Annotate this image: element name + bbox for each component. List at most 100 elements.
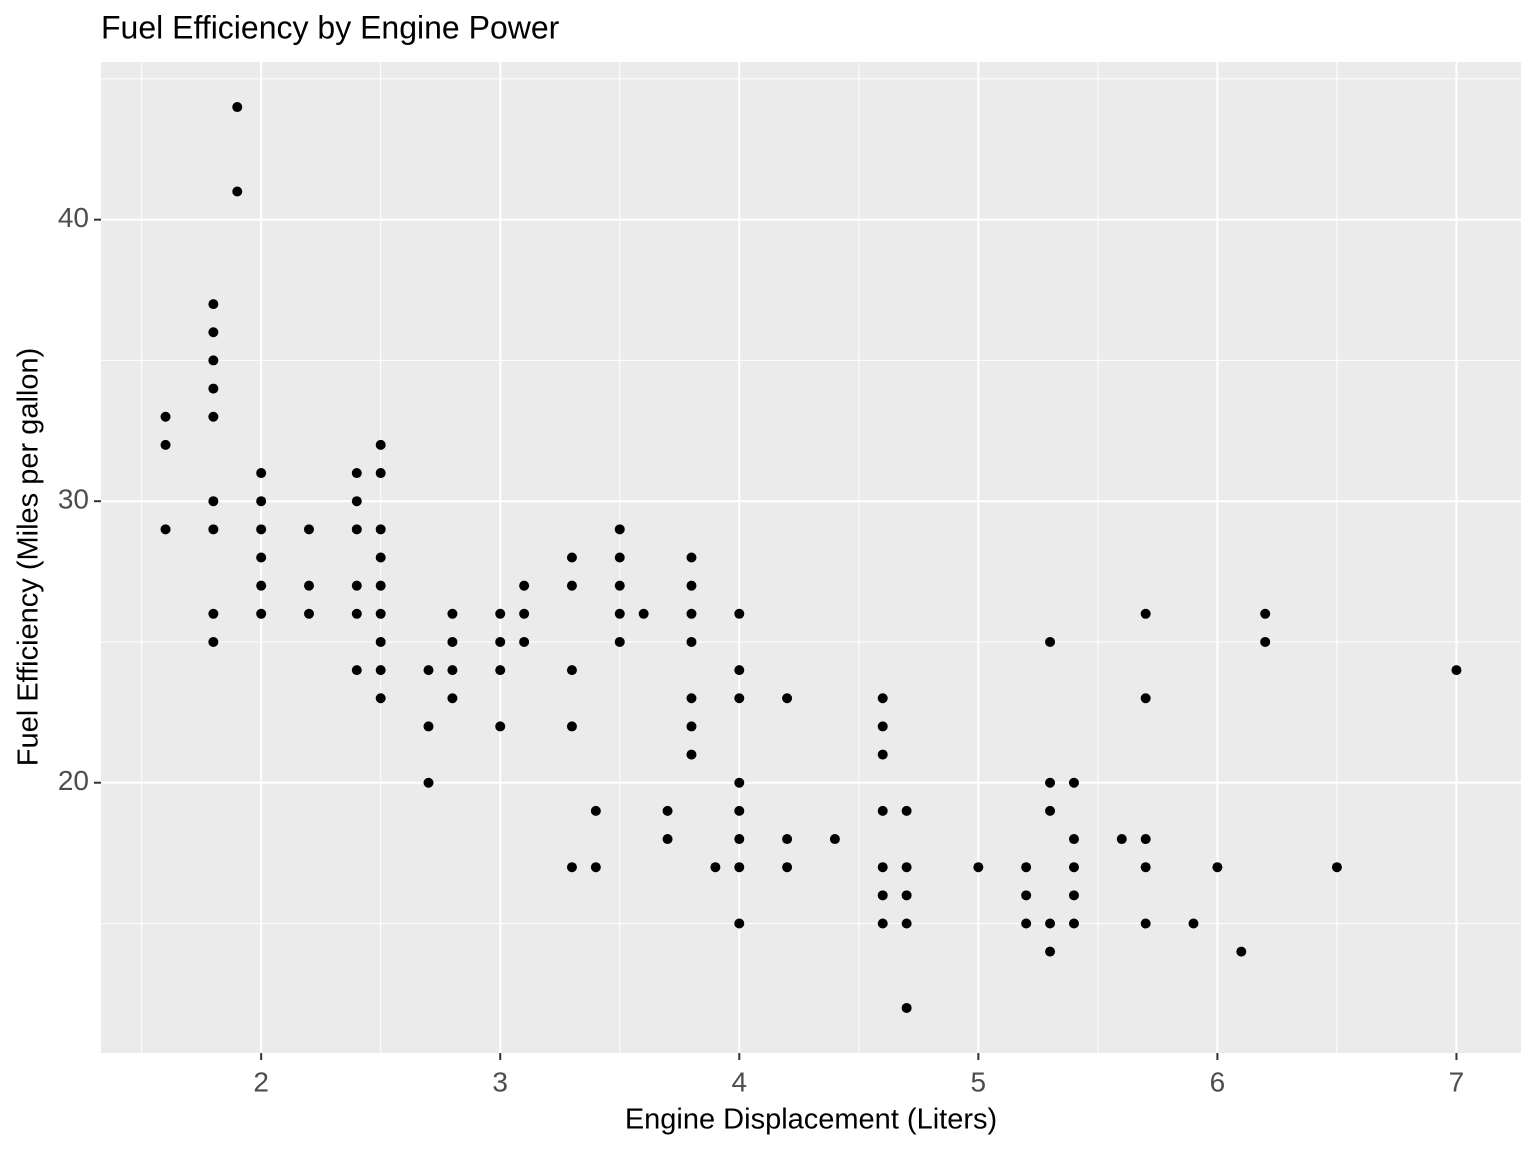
- point: [901, 1002, 912, 1013]
- point: [1045, 918, 1056, 929]
- point: [375, 524, 386, 535]
- point: [686, 749, 697, 760]
- point: [877, 890, 888, 901]
- point: [423, 721, 434, 732]
- point: [566, 665, 577, 676]
- point: [447, 608, 458, 619]
- point: [973, 862, 984, 873]
- chart-title: Fuel Efficiency by Engine Power: [101, 9, 560, 45]
- x-axis-title: Engine Displacement (Liters): [625, 1104, 997, 1136]
- point: [256, 468, 267, 479]
- point: [303, 608, 314, 619]
- point: [232, 102, 243, 113]
- point: [208, 299, 219, 310]
- point: [901, 805, 912, 816]
- point: [686, 552, 697, 563]
- point: [614, 580, 625, 591]
- point: [351, 580, 362, 591]
- point: [1021, 862, 1032, 873]
- point: [1021, 890, 1032, 901]
- point: [1068, 862, 1079, 873]
- point: [782, 862, 793, 873]
- point: [232, 186, 243, 197]
- point: [519, 580, 530, 591]
- point: [208, 355, 219, 366]
- panel: [101, 62, 1521, 1053]
- point: [447, 665, 458, 676]
- point: [375, 665, 386, 676]
- point: [1045, 946, 1056, 957]
- point: [686, 721, 697, 732]
- point: [351, 608, 362, 619]
- point: [519, 608, 530, 619]
- point: [782, 693, 793, 704]
- point: [877, 805, 888, 816]
- point: [256, 496, 267, 507]
- point: [1140, 918, 1151, 929]
- point: [1140, 608, 1151, 619]
- x-tick-label: 6: [1210, 1066, 1226, 1097]
- point: [351, 524, 362, 535]
- point: [208, 383, 219, 394]
- point: [303, 580, 314, 591]
- point: [375, 636, 386, 647]
- point: [447, 693, 458, 704]
- point: [686, 636, 697, 647]
- point: [1140, 834, 1151, 845]
- point: [423, 665, 434, 676]
- point: [303, 524, 314, 535]
- point: [1068, 890, 1079, 901]
- point: [256, 608, 267, 619]
- point: [614, 636, 625, 647]
- x-tick-label: 5: [971, 1066, 987, 1097]
- point: [877, 862, 888, 873]
- point: [734, 693, 745, 704]
- point: [1045, 636, 1056, 647]
- point: [877, 721, 888, 732]
- point: [1331, 862, 1342, 873]
- point: [566, 552, 577, 563]
- point: [1260, 608, 1271, 619]
- point: [495, 665, 506, 676]
- point: [1068, 834, 1079, 845]
- point: [1068, 777, 1079, 788]
- point: [208, 524, 219, 535]
- point: [782, 834, 793, 845]
- point: [375, 693, 386, 704]
- point: [901, 890, 912, 901]
- grid: [101, 62, 1521, 1053]
- point: [1188, 918, 1199, 929]
- point: [614, 524, 625, 535]
- point: [256, 580, 267, 591]
- y-axis-title: Fuel Efficiency (Miles per gallon): [13, 348, 45, 767]
- point: [734, 834, 745, 845]
- point: [734, 665, 745, 676]
- point: [160, 439, 171, 450]
- point: [686, 580, 697, 591]
- point: [566, 862, 577, 873]
- point: [1116, 834, 1127, 845]
- point: [1140, 862, 1151, 873]
- point: [877, 749, 888, 760]
- point: [614, 552, 625, 563]
- point: [734, 918, 745, 929]
- point: [375, 580, 386, 591]
- point: [1212, 862, 1223, 873]
- y-tick-label: 20: [58, 765, 89, 796]
- point: [1068, 918, 1079, 929]
- point: [638, 608, 649, 619]
- point: [686, 693, 697, 704]
- point: [901, 862, 912, 873]
- point: [208, 636, 219, 647]
- point: [160, 524, 171, 535]
- point: [1260, 636, 1271, 647]
- point: [495, 608, 506, 619]
- point: [208, 327, 219, 338]
- point: [423, 777, 434, 788]
- point: [614, 608, 625, 619]
- point: [375, 552, 386, 563]
- x-tick-label: 7: [1449, 1066, 1465, 1097]
- x-tick-label: 3: [492, 1066, 508, 1097]
- point: [734, 608, 745, 619]
